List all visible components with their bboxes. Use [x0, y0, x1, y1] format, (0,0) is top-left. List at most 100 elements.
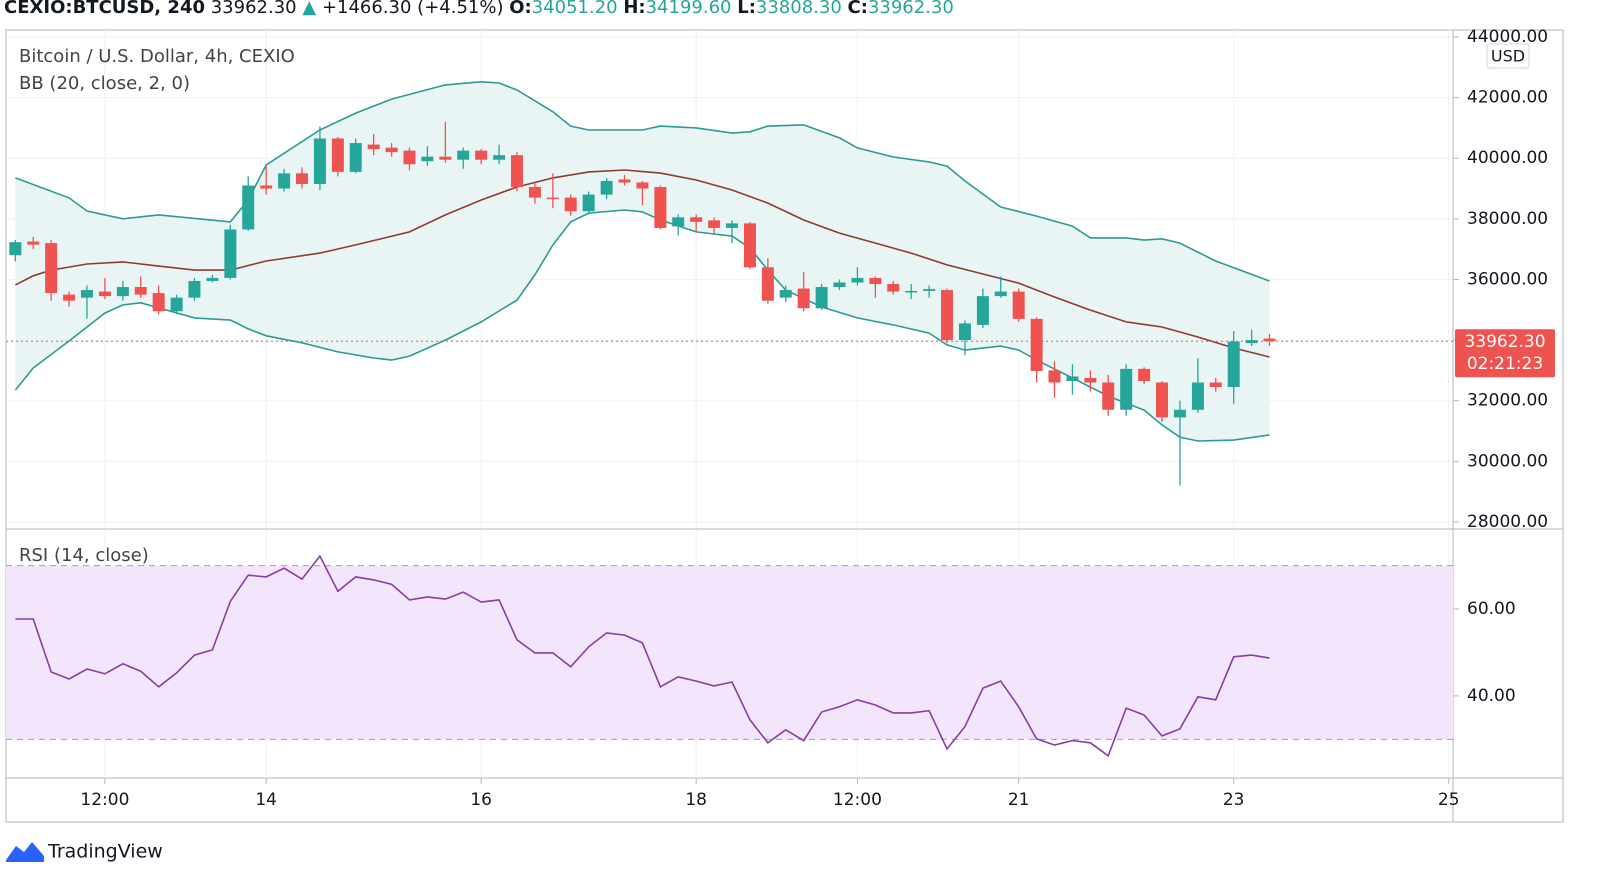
candle-body: [1155, 382, 1168, 418]
candle-body: [224, 229, 237, 278]
y-tick-label: 44000.00: [1467, 27, 1548, 47]
candle-body: [1209, 382, 1222, 388]
candle-body: [116, 287, 129, 297]
candle-body: [242, 185, 255, 230]
candle-body: [63, 294, 76, 301]
candle-body: [1173, 409, 1186, 418]
candle-body: [1012, 291, 1025, 319]
ohlc-value: 34051.20: [531, 0, 618, 18]
ohlc-value: 33808.30: [755, 0, 842, 18]
x-tick-label: 12:00: [833, 790, 882, 810]
last-price-label: 33962.30: [1464, 332, 1545, 352]
chart-title: Bitcoin / U.S. Dollar, 4h, CEXIO: [19, 46, 295, 67]
bb-line: [15, 169, 1270, 358]
candle-body: [1245, 340, 1258, 344]
candle-body: [672, 217, 685, 227]
candle-body: [636, 182, 649, 189]
candle-body: [1263, 338, 1276, 342]
y-tick-label: 40000.00: [1467, 148, 1548, 168]
rsi-line: [15, 554, 1270, 758]
y-tick-label: 28000.00: [1467, 512, 1548, 532]
rsi-band: [6, 565, 1453, 740]
ohlc-key: C:: [847, 0, 868, 18]
candle-body: [725, 223, 738, 228]
brand: TradingView: [47, 841, 163, 863]
candle-body: [887, 284, 900, 292]
candle-body: [1084, 377, 1097, 383]
logo-icon: [6, 842, 44, 862]
candle-body: [994, 291, 1007, 297]
countdown: 02:21:23: [1467, 354, 1543, 374]
last-price: 33962.30: [210, 0, 297, 18]
x-tick-label: 21: [1008, 790, 1030, 810]
candle-body: [439, 156, 452, 160]
ohlc-value: 33962.30: [867, 0, 954, 18]
y-tick-label: 40.00: [1467, 686, 1516, 706]
x-tick-label: 23: [1223, 790, 1245, 810]
candle-body: [1066, 376, 1079, 381]
candle-body: [815, 287, 828, 309]
symbol: CEXIO:BTCUSD, 240: [4, 0, 205, 18]
candle-body: [940, 290, 953, 341]
candle-body: [1030, 318, 1043, 371]
candle-body: [457, 150, 470, 160]
y-tick-label: 42000.00: [1467, 88, 1548, 108]
candle-body: [1120, 368, 1133, 410]
candle-body: [134, 287, 147, 295]
ohlc-key: L:: [737, 0, 756, 18]
time-axis: 12:00 14 16 18 12:00 21 23 25: [80, 778, 1460, 810]
candle-body: [564, 197, 577, 212]
x-tick-label: 18: [685, 790, 707, 810]
candle-body: [976, 296, 989, 325]
currency[interactable]: USD: [1491, 47, 1525, 66]
candle-body: [385, 147, 398, 153]
bb-fill: [15, 81, 1270, 442]
y-tick-label: 36000.00: [1467, 269, 1548, 289]
candle-body: [833, 282, 846, 288]
candle-body: [1102, 382, 1115, 410]
x-tick-label: 25: [1438, 790, 1460, 810]
candle-body: [152, 293, 165, 312]
candle-body: [743, 223, 756, 268]
rsi-legend: RSI (14, close): [19, 545, 149, 566]
candle-body: [493, 155, 506, 160]
candle-body: [654, 187, 667, 228]
y-tick-label: 32000.00: [1467, 391, 1548, 411]
symbol-header: CEXIO:BTCUSD, 240 33962.30 ▲ +1466.30 (+…: [4, 0, 954, 18]
change: +1466.30 (+4.51%): [321, 0, 504, 18]
logo: TradingView: [6, 841, 163, 863]
candle-body: [421, 156, 434, 162]
candle-body: [475, 150, 488, 160]
candle-body: [1048, 370, 1061, 383]
candle-body: [546, 197, 559, 200]
candle-body: [905, 290, 918, 293]
candle-body: [27, 241, 40, 245]
ohlc: O:34051.20 H:34199.60 L:33808.30 C:33962…: [509, 0, 954, 18]
candle-body: [278, 173, 291, 189]
candle-body: [761, 267, 774, 301]
y-tick-label: 38000.00: [1467, 209, 1548, 229]
y-tick-label: 30000.00: [1467, 451, 1548, 471]
currency-box: [1486, 43, 1530, 69]
candle-body: [1138, 368, 1151, 381]
candle-body: [170, 297, 183, 312]
candle-body: [349, 143, 362, 172]
candle-body: [869, 277, 882, 285]
x-tick-label: 16: [470, 790, 492, 810]
candle-body: [958, 323, 971, 341]
candle-body: [510, 155, 523, 188]
candle-body: [708, 220, 721, 228]
candle-body: [1227, 341, 1240, 388]
candle-body: [618, 179, 631, 183]
indicator-legend: BB (20, close, 2, 0): [19, 73, 190, 94]
candle-body: [80, 290, 93, 298]
candle-body: [528, 187, 541, 198]
candle-body: [331, 138, 344, 172]
candle-body: [45, 243, 58, 294]
x-tick-label: 12:00: [80, 790, 129, 810]
x-tick-label: 14: [255, 790, 277, 810]
candle-body: [1191, 382, 1204, 410]
candle-body: [188, 280, 201, 298]
